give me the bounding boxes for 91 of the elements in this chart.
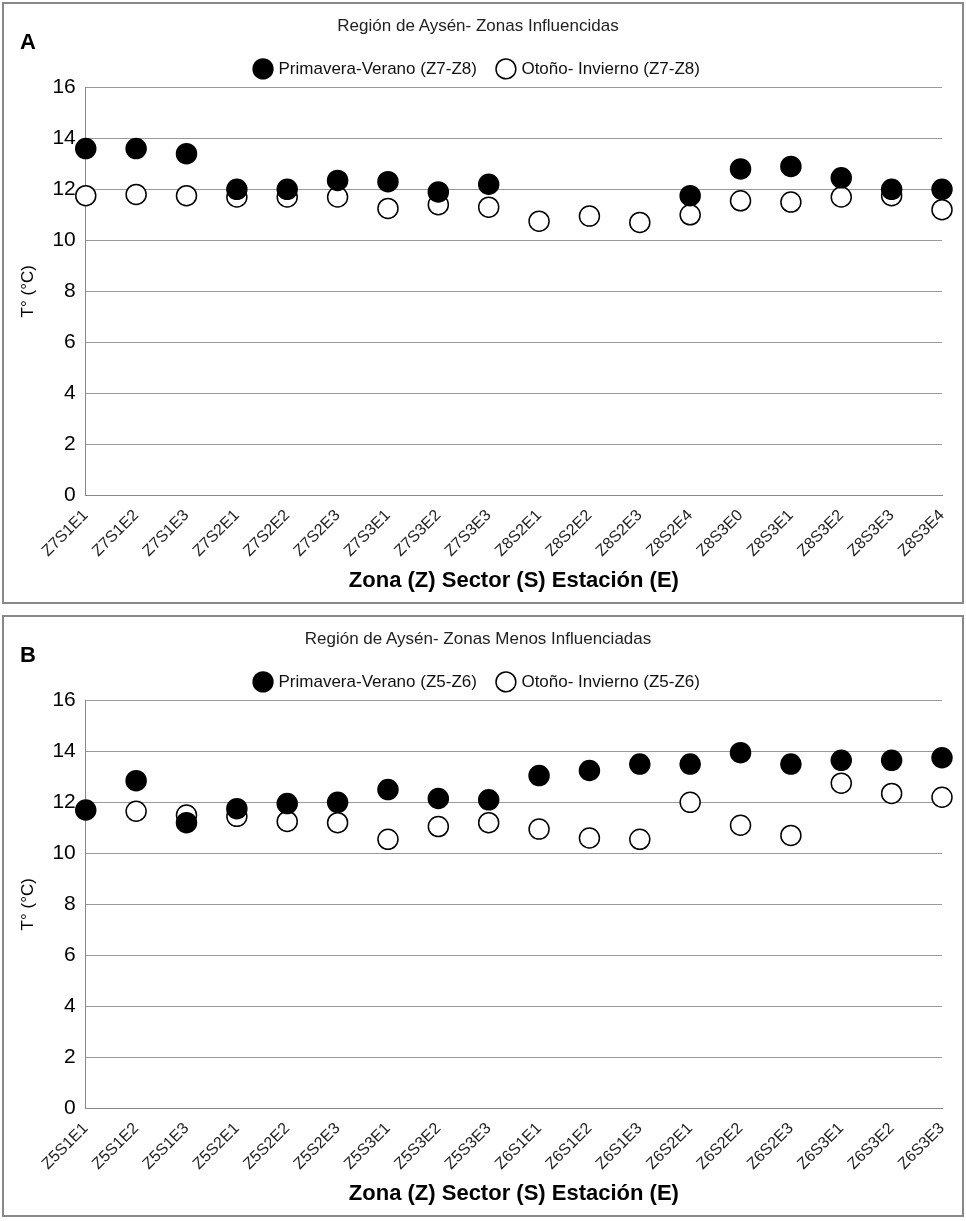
point [830,772,853,794]
legend-label: Primavera-Verano (Z7-Z8) [278,58,477,78]
y-tick-label: 4 [64,993,77,1016]
y-axis-title: T° (°C) [17,878,37,931]
point [729,741,752,764]
y-tick-label: 0 [64,481,76,505]
y-tick-label: 8 [64,891,76,915]
x-axis-title: Zona (Z) Sector (S) Estación (E) [348,566,679,592]
point [931,178,953,201]
y-tick-label: 2 [64,1043,76,1067]
y-tick-label: 8 [64,278,76,302]
point [679,791,701,814]
point [276,178,298,201]
point [427,787,450,810]
point [629,211,651,234]
point [528,764,550,787]
point [729,190,752,212]
point [679,204,701,226]
point [578,759,601,782]
point [125,183,147,206]
point [578,205,601,227]
point [175,811,198,834]
point [377,170,399,193]
point [226,797,248,820]
y-tick-label: 4 [64,380,77,403]
y-tick-label: 2 [64,430,76,454]
y-tick-label: 14 [52,738,77,762]
point [377,197,399,220]
legend-label: Otoño- Invierno (Z7-Z8) [521,58,700,78]
point [880,178,903,201]
point [175,184,198,207]
point [377,828,399,851]
chart-title: Región de Aysén- Zonas Menos Influenciadas [304,628,652,648]
y-tick-label: 14 [52,125,77,149]
y-tick-label: 16 [52,687,76,711]
point [729,158,752,180]
y-tick-label: 6 [64,329,76,353]
point [528,818,550,840]
point [427,181,450,203]
point [175,142,198,165]
point [75,799,97,821]
point [679,753,701,775]
point [679,184,701,207]
x-axis-title: Zona (Z) Sector (S) Estación (E) [348,1179,679,1205]
y-axis-title: T° (°C) [17,265,37,318]
point [477,789,500,811]
point [75,184,97,207]
point [830,749,853,772]
point [780,155,802,178]
point [880,782,903,805]
point [931,786,953,808]
point [931,746,953,769]
point [75,137,97,160]
point [729,814,752,837]
point [326,791,349,814]
legend-label: Otoño- Invierno (Z5-Z6) [521,671,700,691]
point [125,769,147,792]
point [780,191,802,213]
point [125,137,147,160]
point [830,167,853,189]
y-tick-label: 16 [52,74,76,98]
text: A [20,29,36,55]
point [326,169,349,192]
point [528,210,550,232]
chart-title: Región de Aysén- Zonas Influencidas [337,15,619,35]
y-tick-label: 10 [52,227,76,251]
point [629,753,651,775]
point [931,198,953,221]
point [427,815,450,838]
point [830,186,853,208]
legend-label: Primavera-Verano (Z5-Z6) [278,671,477,691]
point [477,196,500,218]
point [880,749,903,772]
point [477,173,500,195]
y-tick-label: 6 [64,942,76,966]
point [276,792,298,815]
point [276,810,298,833]
text: B [20,642,36,668]
point [226,178,248,201]
point [125,800,147,823]
y-tick-label: 10 [52,840,76,864]
point [477,811,500,834]
point [377,778,399,801]
point [780,753,802,775]
point [629,828,651,851]
point [578,827,601,849]
y-tick-label: 12 [52,789,76,813]
y-tick-label: 0 [64,1094,76,1118]
y-tick-label: 12 [52,176,76,200]
point [780,824,802,847]
point [326,811,349,834]
